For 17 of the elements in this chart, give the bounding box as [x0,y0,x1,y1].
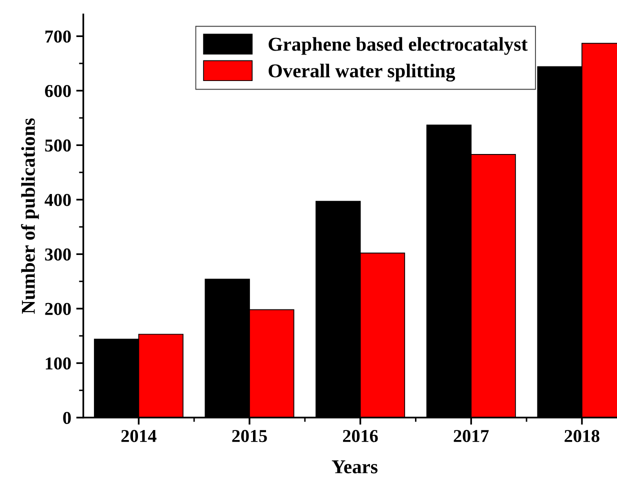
x-axis-title: Years [332,460,378,474]
y-tick-label: 200 [45,302,71,316]
y-tick-label: 600 [45,84,71,98]
x-tick-label: 2016 [343,430,378,442]
legend-label: Graphene based electrocatalyst [268,37,528,55]
y-tick-label: 500 [45,139,71,152]
y-tick-label: 400 [44,194,71,206]
y-tick-label: 100 [46,357,71,370]
x-tick-label: 2014 [121,430,156,442]
x-tick-label: 2018 [564,430,600,442]
x-tick-label: 2017 [454,430,489,442]
y-tick-label: 700 [45,30,71,43]
y-tick-label: 300 [45,248,71,261]
y-tick-label: 0 [63,412,71,424]
legend-label: Overall water splitting [268,64,456,82]
y-axis-title: Number of publications [21,118,39,314]
x-tick-label: 2015 [232,430,267,442]
